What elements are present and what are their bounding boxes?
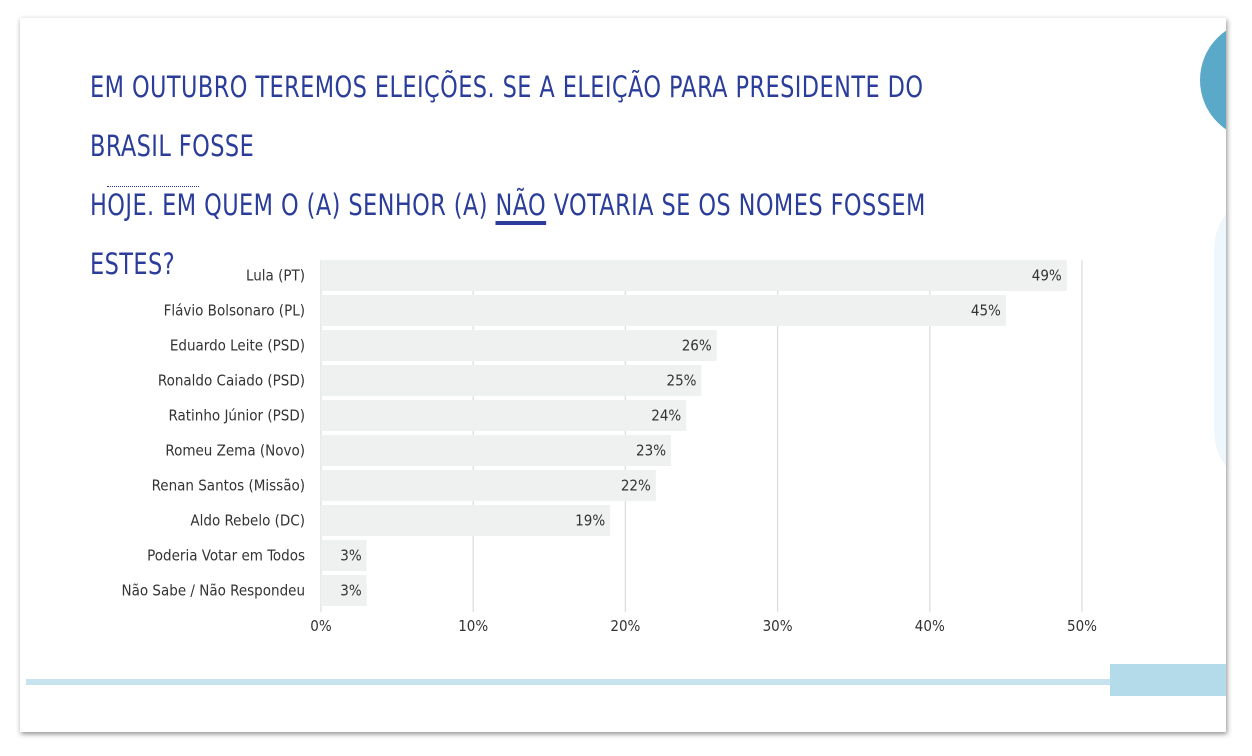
data-label: 45% (971, 302, 1001, 320)
data-label: 22% (621, 477, 651, 495)
page-title: EM OUTUBRO TEREMOS ELEIÇÕES. SE A ELEIÇÃ… (90, 58, 1002, 294)
data-label: 3% (340, 582, 362, 600)
footer-divider (26, 679, 1226, 685)
bar (321, 435, 672, 466)
data-label: 3% (340, 547, 362, 565)
category-label: Poderia Votar em Todos (147, 547, 305, 565)
data-label: 19% (575, 512, 605, 530)
category-label: Flávio Bolsonaro (PL) (164, 302, 305, 320)
title-line-2-start: HOJE. EM QUEM O (A) SENHOR (A) (90, 188, 496, 222)
bar (321, 575, 367, 606)
x-tick-label: 40% (915, 617, 945, 635)
title-line-2-end: VOTARIA SE OS NOMES FOSSEM ESTES? (90, 188, 926, 281)
category-label: Não Sabe / Não Respondeu (122, 582, 305, 600)
category-label: Renan Santos (Missão) (152, 477, 305, 495)
footer-accent-box (1110, 664, 1226, 696)
category-label: Aldo Rebelo (DC) (190, 512, 305, 530)
category-label: Ratinho Júnior (PSD) (168, 407, 305, 425)
data-label: 25% (667, 372, 697, 390)
bar (321, 470, 656, 501)
bar (321, 330, 717, 361)
category-label: Ronaldo Caiado (PSD) (158, 372, 305, 390)
bar (321, 505, 611, 536)
category-label: Lula (PT) (246, 267, 305, 285)
decorative-panel (1214, 190, 1226, 490)
bar-chart: 0% 10% 20% 30% 40% 50% Lula (PT) 49% Flávio Bols… (122, 260, 1097, 635)
x-tick-label: 20% (610, 617, 640, 635)
data-label: 23% (636, 442, 666, 460)
title-emphasis: NÃO (495, 188, 547, 222)
bar (321, 365, 702, 396)
bar (321, 260, 1067, 291)
title-dotted-divider (107, 186, 199, 187)
x-tick-label: 50% (1067, 617, 1097, 635)
x-tick-label: 10% (458, 617, 488, 635)
x-tick-label: 30% (763, 617, 793, 635)
category-label: Eduardo Leite (PSD) (170, 337, 305, 355)
bar (321, 295, 1006, 326)
bar (321, 540, 367, 571)
category-label: Romeu Zema (Novo) (165, 442, 305, 460)
bar (321, 400, 687, 431)
data-label: 26% (682, 337, 712, 355)
data-label: 24% (651, 407, 681, 425)
x-tick-label: 0% (310, 617, 332, 635)
slide: EM OUTUBRO TEREMOS ELEIÇÕES. SE A ELEIÇÃ… (20, 18, 1226, 732)
data-label: 49% (1032, 267, 1062, 285)
title-line-1: EM OUTUBRO TEREMOS ELEIÇÕES. SE A ELEIÇÃ… (90, 70, 924, 163)
